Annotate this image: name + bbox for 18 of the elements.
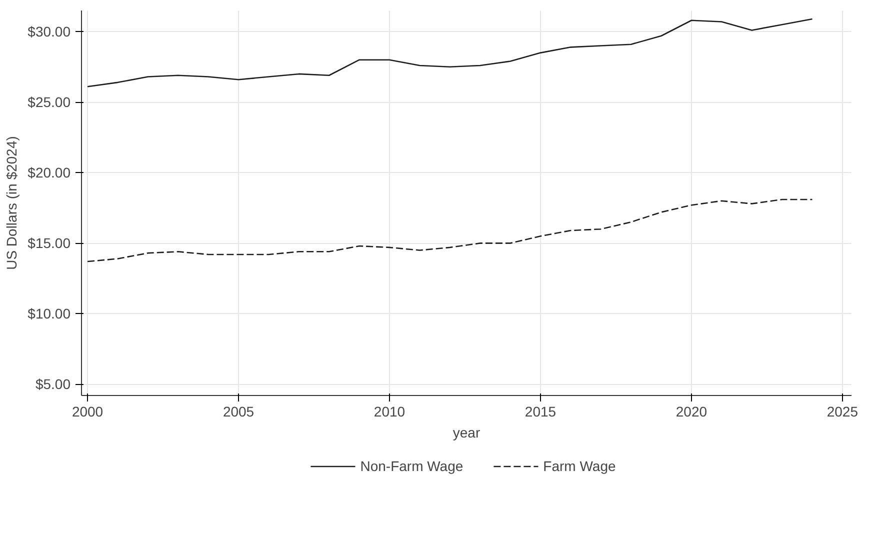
x-tick-label: 2010 [374,404,406,420]
y-tick-label: $20.00 [28,164,71,181]
y-tick-label: $10.00 [28,306,71,322]
y-tick-label: $5.00 [35,376,71,392]
x-tick-label: 2005 [222,404,254,420]
x-tick-label: 2025 [826,404,858,420]
y-axis-title: US Dollars (in $2024) [4,136,20,270]
x-axis-title: year [452,424,480,440]
x-tick-label: 2015 [524,404,556,420]
legend-label: Non-Farm Wage [360,458,464,474]
y-tick-label: $30.00 [28,24,71,40]
line-series [86,18,813,88]
x-tick-label: 2020 [676,404,708,420]
x-tick-label: 2000 [72,404,104,420]
y-tick-label: $25.00 [28,94,71,110]
line-series [86,198,813,262]
legend-label: Farm Wage [543,458,616,474]
y-tick-label: $15.00 [28,235,71,252]
